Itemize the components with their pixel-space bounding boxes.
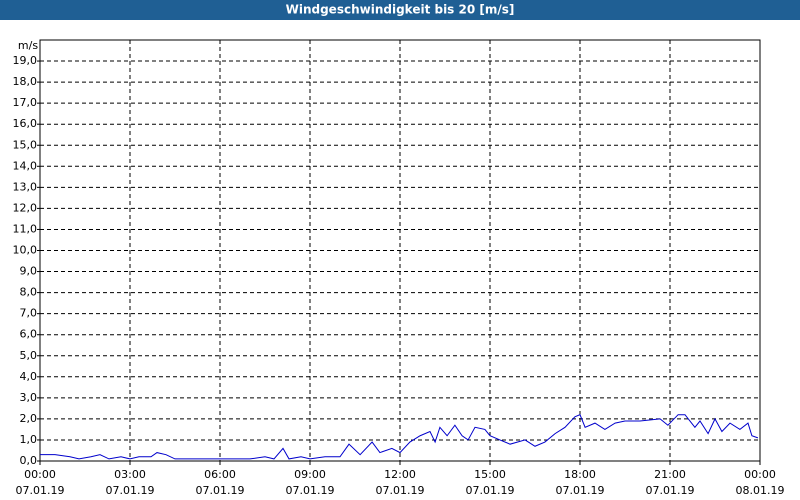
- y-tick-label: 4,0: [20, 370, 38, 383]
- x-tick-date: 07.01.19: [376, 484, 425, 497]
- y-tick-label: 9,0: [20, 265, 38, 278]
- x-tick-label: 15:00: [474, 468, 506, 481]
- x-tick-label: 00:00: [24, 468, 56, 481]
- y-tick-label: 13,0: [13, 180, 38, 193]
- x-tick-date: 07.01.19: [196, 484, 245, 497]
- y-tick-label: 16,0: [13, 117, 38, 130]
- y-tick-label: 10,0: [13, 244, 38, 257]
- y-tick-label: 5,0: [20, 349, 38, 362]
- y-tick-label: 14,0: [13, 159, 38, 172]
- x-tick-label: 09:00: [294, 468, 326, 481]
- y-tick-label: 12,0: [13, 201, 38, 214]
- y-tick-label: 17,0: [13, 96, 38, 109]
- x-tick-date: 07.01.19: [556, 484, 605, 497]
- x-tick-label: 21:00: [654, 468, 686, 481]
- x-tick-label: 03:00: [114, 468, 146, 481]
- x-tick-label: 12:00: [384, 468, 416, 481]
- y-tick-label: 18,0: [13, 75, 38, 88]
- x-tick-date: 07.01.19: [106, 484, 155, 497]
- x-tick-date: 07.01.19: [466, 484, 515, 497]
- y-tick-label: 7,0: [20, 307, 38, 320]
- y-tick-label: 8,0: [20, 286, 38, 299]
- data-line: [40, 414, 759, 460]
- y-tick-label: 3,0: [20, 391, 38, 404]
- x-tick-date: 07.01.19: [646, 484, 695, 497]
- y-tick-label: 2,0: [20, 412, 38, 425]
- y-tick-label: 0,0: [20, 454, 38, 467]
- x-tick-date: 08.01.19: [736, 484, 785, 497]
- y-tick-label: 1,0: [20, 433, 38, 446]
- x-tick-label: 06:00: [204, 468, 236, 481]
- x-tick-date: 07.01.19: [16, 484, 65, 497]
- x-tick-label: 18:00: [564, 468, 596, 481]
- y-tick-label: 15,0: [13, 138, 38, 151]
- y-unit: m/s: [18, 39, 38, 52]
- y-tick-label: 6,0: [20, 328, 38, 341]
- chart-title: Windgeschwindigkeit bis 20 [m/s]: [286, 3, 515, 17]
- y-tick-label: 19,0: [13, 54, 38, 67]
- y-tick-label: 11,0: [13, 222, 38, 235]
- x-tick-date: 07.01.19: [286, 484, 335, 497]
- x-tick-label: 00:00: [744, 468, 776, 481]
- title-bar: [0, 0, 800, 20]
